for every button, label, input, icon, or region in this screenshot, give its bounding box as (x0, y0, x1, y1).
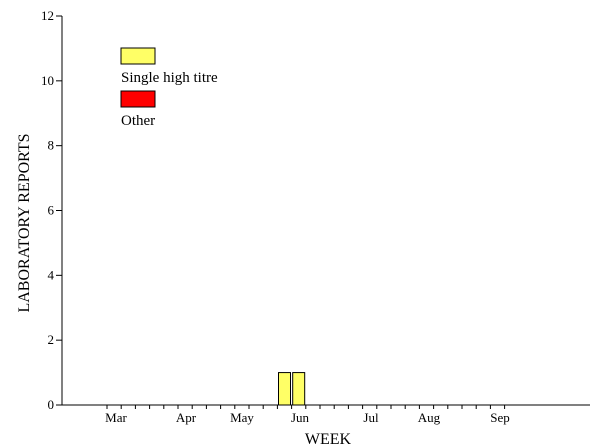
legend-swatch (120, 47, 156, 65)
x-month-label: Jun (291, 410, 310, 425)
bar (278, 372, 291, 406)
x-month-label: Apr (176, 410, 197, 425)
x-month-label: Jul (363, 410, 379, 425)
x-axis-title: WEEK (305, 431, 352, 448)
x-month-label: Aug (418, 410, 441, 425)
legend-swatch (120, 90, 156, 108)
y-tick-label: 12 (41, 8, 54, 23)
y-tick-label: 2 (48, 332, 55, 347)
legend-label: Single high titre (121, 70, 218, 86)
bars (278, 372, 306, 406)
bar (292, 372, 306, 406)
y-tick-label: 10 (41, 73, 54, 88)
y-axis: 0 2 4 6 8 10 12 (41, 8, 63, 412)
legend: Single high titre Other (120, 47, 218, 129)
x-axis: Mar Apr May Jun Jul Aug Sep (62, 404, 590, 425)
x-month-label: May (230, 410, 254, 425)
y-tick-label: 4 (48, 267, 55, 282)
x-month-label: Mar (105, 410, 127, 425)
y-axis-title: LABORATORY REPORTS (16, 133, 33, 312)
y-tick-label: 0 (48, 397, 55, 412)
legend-label: Other (121, 113, 155, 129)
x-month-label: Sep (490, 410, 510, 425)
y-tick-label: 8 (48, 138, 55, 153)
y-tick-label: 6 (48, 203, 55, 218)
